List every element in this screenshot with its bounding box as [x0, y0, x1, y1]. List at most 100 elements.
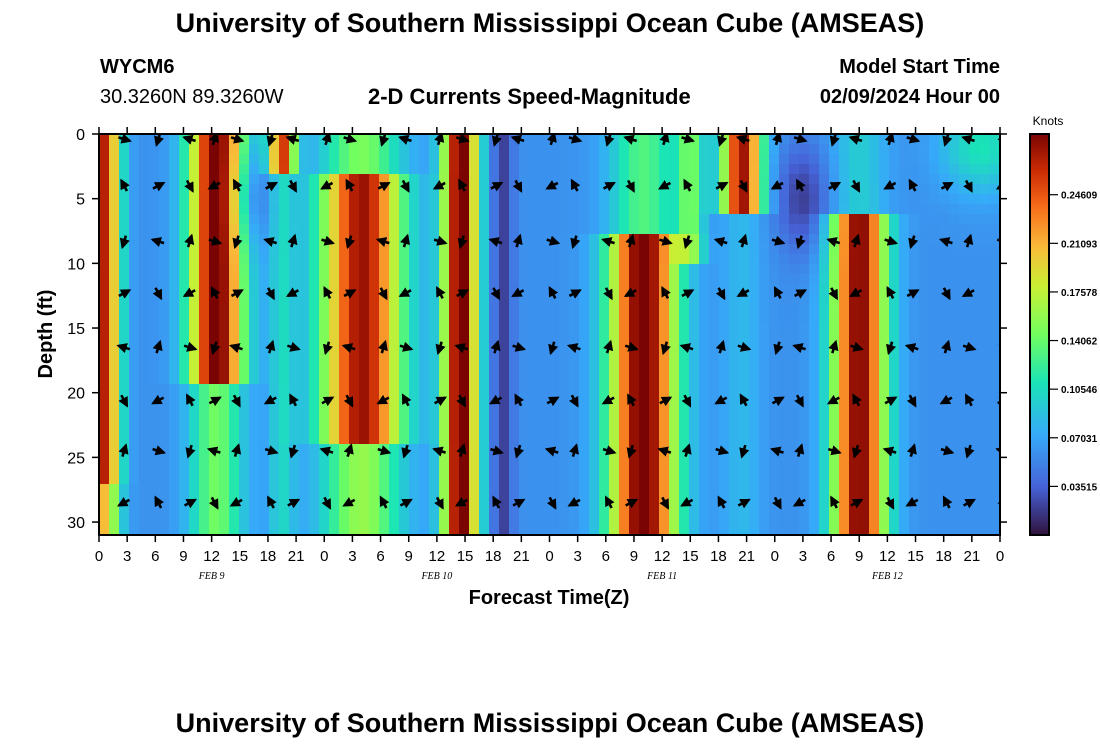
heat-cell — [309, 224, 320, 235]
heat-cell — [339, 484, 350, 495]
current-arrow — [399, 341, 414, 352]
heat-cell — [389, 224, 400, 235]
heat-cell — [429, 374, 440, 385]
heat-cell — [429, 434, 440, 445]
heat-cell — [149, 194, 160, 205]
heat-cell — [619, 394, 630, 405]
heat-cell — [479, 184, 490, 195]
heat-cell — [689, 234, 700, 245]
heat-cell — [149, 254, 160, 265]
heat-cell — [679, 484, 690, 495]
heat-cell — [559, 404, 570, 415]
current-arrow — [458, 178, 468, 192]
current-arrow — [345, 235, 356, 250]
heat-cell — [99, 154, 110, 165]
current-arrow — [828, 339, 839, 354]
heat-cell — [789, 354, 800, 365]
heat-cell — [559, 164, 570, 175]
heat-cell — [609, 424, 620, 435]
heat-cell — [659, 294, 670, 305]
heat-cell — [739, 504, 750, 515]
heat-cell — [269, 504, 280, 515]
heat-cell — [509, 274, 520, 285]
heat-cell — [379, 314, 390, 325]
heat-cell — [899, 454, 910, 465]
heat-cell — [709, 524, 720, 535]
heat-cell — [759, 424, 770, 435]
heat-cell — [309, 484, 320, 495]
heat-cell — [699, 204, 710, 215]
heat-cell — [609, 364, 620, 375]
heat-cell — [109, 424, 120, 435]
heat-cell — [269, 144, 280, 155]
heat-cell — [919, 324, 930, 335]
heat-cell — [99, 294, 110, 305]
heat-cell — [559, 504, 570, 515]
heat-cell — [619, 334, 630, 345]
x-tick-label: 9 — [179, 548, 187, 565]
heat-cell — [799, 174, 810, 185]
heat-cell — [959, 254, 970, 265]
heat-cell — [979, 294, 990, 305]
heat-cell — [399, 364, 410, 375]
heat-cell — [389, 354, 400, 365]
heat-cell — [139, 424, 150, 435]
heat-cell — [599, 204, 610, 215]
heat-cell — [879, 194, 890, 205]
current-arrow — [623, 134, 638, 145]
current-arrow — [118, 289, 132, 299]
heat-cell — [579, 294, 590, 305]
heat-cell — [889, 364, 900, 375]
heat-cell — [389, 424, 400, 435]
heat-cell — [789, 514, 800, 525]
heat-cell — [799, 504, 810, 515]
heat-cell — [739, 374, 750, 385]
heat-cell — [809, 364, 820, 375]
heat-cell — [119, 224, 130, 235]
heat-cell — [549, 474, 560, 485]
heat-cell — [919, 384, 930, 395]
heat-cell — [229, 504, 240, 515]
heat-cell — [509, 264, 520, 275]
heat-cell — [159, 174, 170, 185]
heat-cell — [439, 524, 450, 535]
current-arrow — [288, 444, 299, 459]
heat-cell — [249, 464, 260, 475]
heat-cell — [769, 214, 780, 225]
heat-cell — [569, 294, 580, 305]
current-arrow — [400, 179, 410, 193]
heat-cell — [589, 414, 600, 425]
heat-cell — [889, 144, 900, 155]
current-arrow — [794, 443, 805, 458]
heat-cell — [489, 474, 500, 485]
heat-cell — [889, 324, 900, 335]
heat-cell — [309, 264, 320, 275]
heat-cell — [559, 474, 570, 485]
heat-cell — [159, 444, 170, 455]
heat-cell — [329, 204, 340, 215]
heat-cell — [499, 234, 510, 245]
heat-cell — [749, 274, 760, 285]
heat-cell — [509, 204, 520, 215]
heat-cell — [429, 304, 440, 315]
heat-cell — [399, 484, 410, 495]
heat-cell — [929, 374, 940, 385]
heat-cell — [239, 304, 250, 315]
heat-cell — [589, 434, 600, 445]
heat-cell — [649, 434, 660, 445]
heat-cell — [269, 414, 280, 425]
heat-cell — [539, 264, 550, 275]
heat-cell — [709, 314, 720, 325]
heat-cell — [879, 394, 890, 405]
heat-cell — [889, 164, 900, 175]
heat-cell — [539, 524, 550, 535]
heat-cell — [199, 204, 210, 215]
heat-cell — [199, 294, 210, 305]
heat-cell — [889, 414, 900, 425]
current-arrow — [454, 343, 469, 354]
heat-cell — [219, 384, 230, 395]
heat-cell — [619, 214, 630, 225]
heat-cell — [589, 504, 600, 515]
heat-cell — [949, 484, 960, 495]
heat-cell — [749, 414, 760, 425]
